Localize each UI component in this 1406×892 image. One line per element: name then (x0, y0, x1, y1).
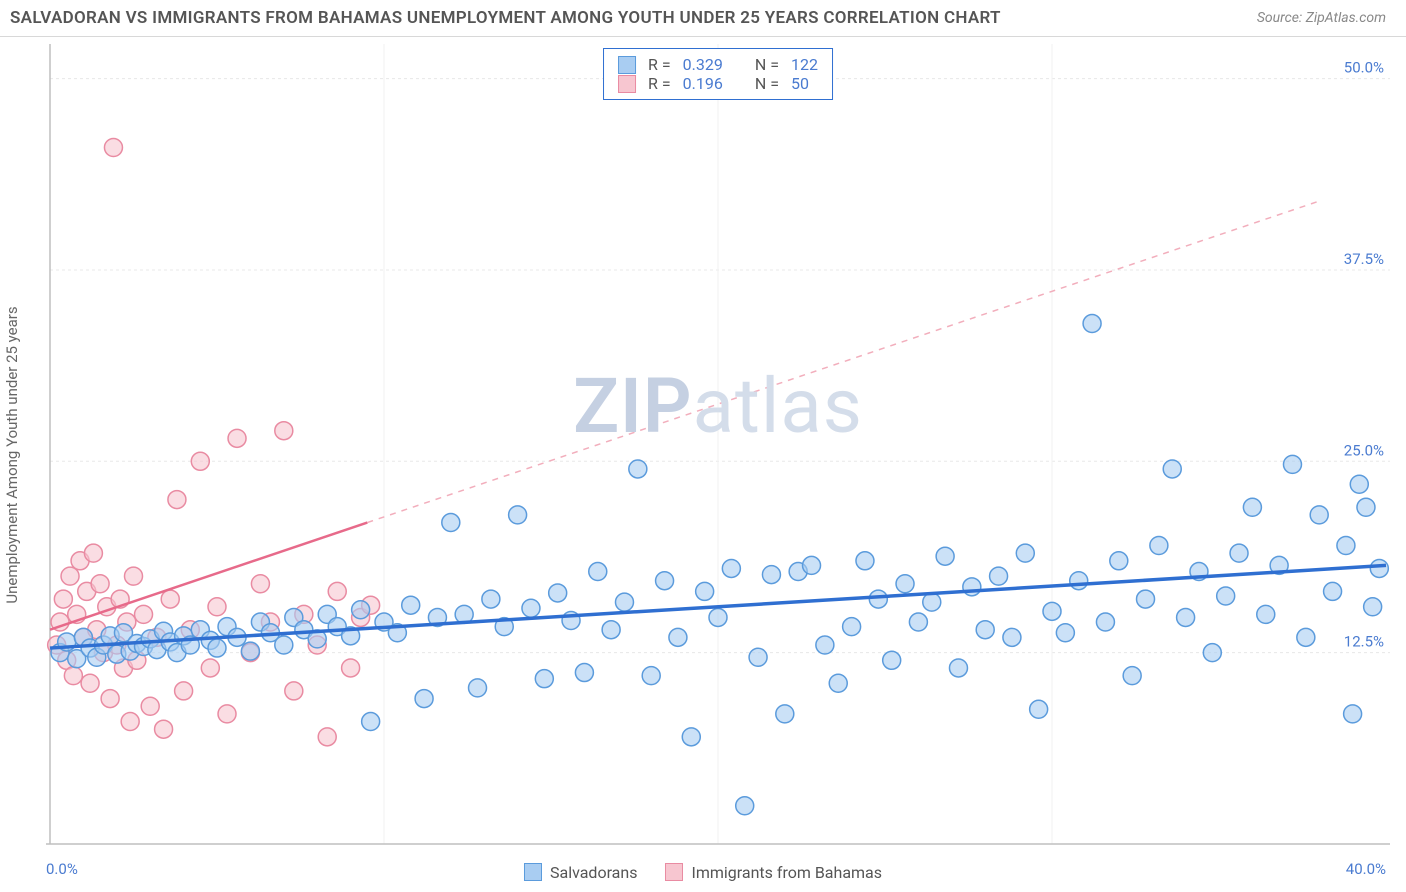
chart-title: SALVADORAN VS IMMIGRANTS FROM BAHAMAS UN… (10, 8, 1001, 28)
legend-row-bahamas: R = 0.196 N = 50 (618, 74, 818, 93)
svg-text:50.0%: 50.0% (1344, 59, 1384, 77)
svg-text:37.5%: 37.5% (1344, 250, 1384, 268)
legend-label-salvadorans: Salvadorans (550, 863, 637, 882)
legend-label-bahamas: Immigrants from Bahamas (691, 863, 882, 882)
legend-item-bahamas: Immigrants from Bahamas (665, 863, 882, 882)
chart-area: Unemployment Among Youth under 25 years … (46, 44, 1390, 848)
svg-text:25.0%: 25.0% (1344, 441, 1384, 459)
svg-text:12.5%: 12.5% (1344, 633, 1384, 651)
n-value-bahamas: 50 (791, 74, 809, 93)
source-label: Source: ZipAtlas.com (1257, 10, 1386, 26)
y-axis-label: Unemployment Among Youth under 25 years (3, 306, 21, 603)
legend-row-salvadorans: R = 0.329 N = 122 (618, 55, 818, 74)
grid-vertical (384, 44, 1052, 844)
r-value-salvadorans: 0.329 (683, 55, 723, 74)
scatter-plot: 12.5% 25.0% 37.5% 50.0% (46, 44, 1390, 848)
n-label: N = (755, 74, 779, 93)
n-label: N = (755, 55, 779, 74)
r-label: R = (648, 55, 671, 74)
grid-horizontal (50, 79, 1390, 653)
swatch-blue-icon (524, 863, 542, 881)
legend-correlation: R = 0.329 N = 122 R = 0.196 N = 50 (603, 48, 833, 100)
scatter-salvadorans (51, 315, 1388, 815)
legend-item-salvadorans: Salvadorans (524, 863, 637, 882)
legend-series: Salvadorans Immigrants from Bahamas (524, 863, 882, 882)
swatch-pink-icon (618, 75, 636, 93)
n-value-salvadorans: 122 (791, 55, 818, 74)
x-origin-label: 0.0% (46, 860, 78, 878)
r-value-bahamas: 0.196 (683, 74, 723, 93)
swatch-blue-icon (618, 56, 636, 74)
swatch-pink-icon (665, 863, 683, 881)
x-max-label: 40.0% (1346, 860, 1386, 878)
title-bar: SALVADORAN VS IMMIGRANTS FROM BAHAMAS UN… (0, 0, 1406, 37)
r-label: R = (648, 74, 671, 93)
